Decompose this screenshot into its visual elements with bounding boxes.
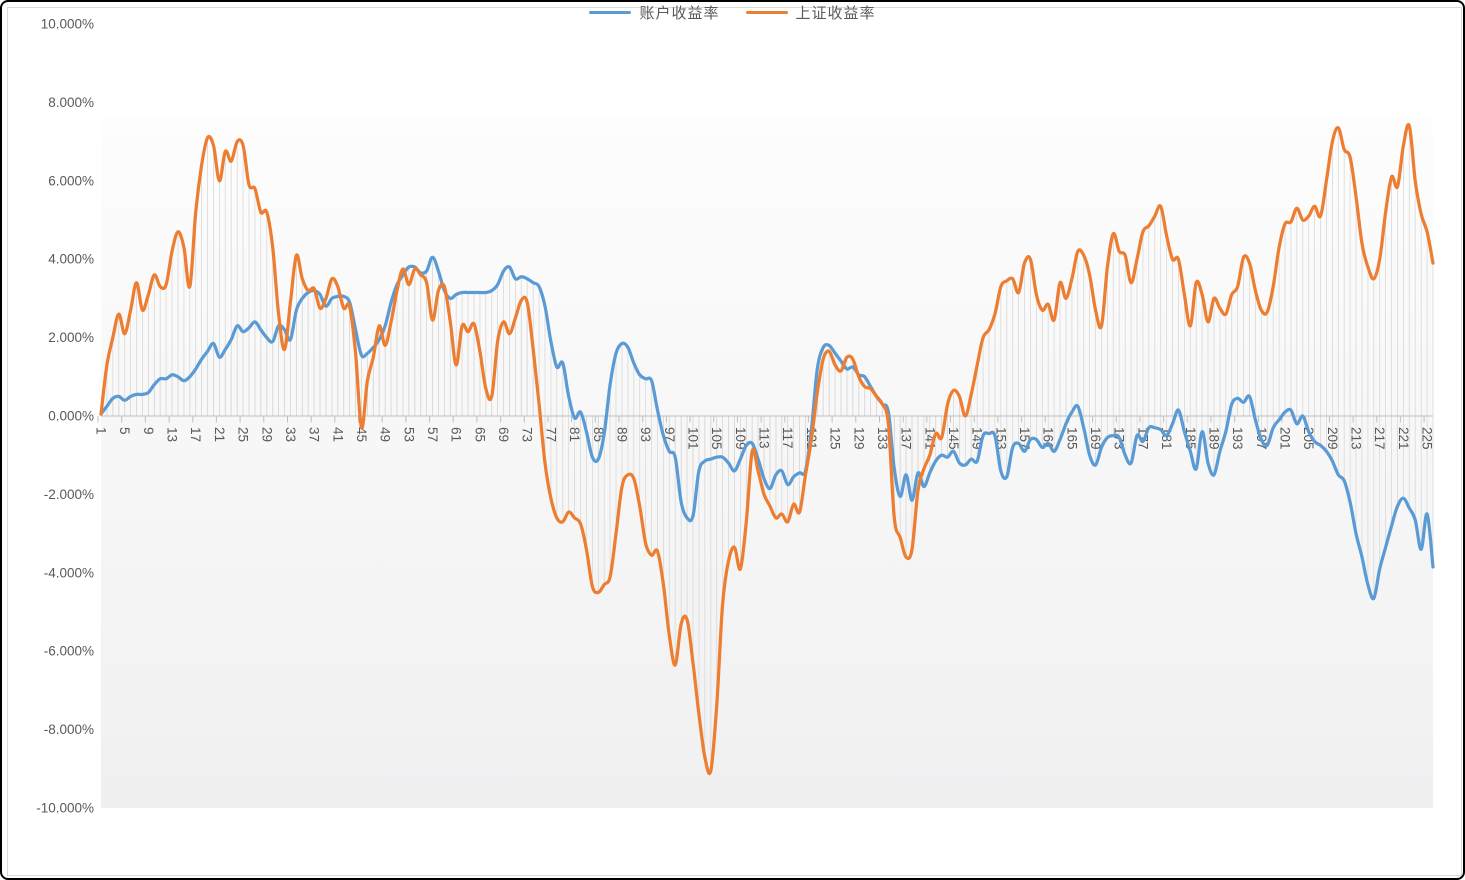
y-axis-label: -10.000% [36, 801, 94, 816]
legend-item-account-return[interactable]: 账户收益率 [589, 2, 719, 23]
x-axis-label: 81 [567, 427, 582, 442]
y-axis-label: 2.000% [48, 330, 94, 345]
x-axis-label: 113 [757, 427, 772, 449]
x-axis-label: 165 [1064, 427, 1079, 450]
legend-label-account-return: 账户收益率 [639, 5, 720, 22]
x-axis-label: 93 [638, 427, 653, 442]
x-axis-label: 117 [780, 427, 795, 449]
x-axis-label: 105 [709, 427, 724, 450]
legend-item-sse-return[interactable]: 上证收益率 [745, 2, 876, 23]
x-axis-label: 1 [94, 427, 109, 435]
x-axis-label: 193 [1230, 427, 1245, 450]
x-axis-label: 57 [425, 427, 440, 442]
legend-line-swatch-blue [589, 10, 632, 15]
series-line-account-return[interactable] [99, 255, 1435, 601]
x-axis-label: 21 [212, 427, 227, 442]
x-axis-label: 61 [449, 427, 464, 442]
chart-legend: 账户收益率 上证收益率 [2, 2, 1463, 23]
x-axis-label: 221 [1396, 427, 1411, 450]
y-axis-label: -2.000% [44, 487, 94, 502]
x-axis-label: 137 [899, 427, 914, 450]
x-axis-label: 37 [307, 427, 322, 442]
x-axis-label: 217 [1372, 427, 1387, 450]
x-axis-label: 77 [543, 427, 558, 442]
x-axis-label: 41 [330, 427, 345, 442]
legend-label-sse-return: 上证收益率 [795, 5, 876, 22]
x-axis-ticks [97, 416, 1425, 423]
x-axis-label: 205 [1301, 427, 1316, 450]
x-axis-label: 145 [946, 427, 961, 450]
x-axis-label: 225 [1420, 427, 1435, 450]
plot-area [101, 117, 1433, 808]
x-axis-label: 65 [472, 427, 487, 442]
x-axis-label: 9 [141, 427, 156, 435]
x-axis-label: 209 [1325, 427, 1340, 450]
y-axis-label: 0.000% [48, 409, 94, 424]
x-axis-label: 213 [1349, 427, 1364, 450]
x-axis-label: 5 [117, 427, 132, 435]
y-axis-label: 6.000% [48, 173, 94, 188]
y-axis-label: 10.000% [41, 17, 94, 32]
x-axis-label: 29 [259, 427, 274, 442]
y-axis-label: 4.000% [48, 252, 94, 267]
legend-line-swatch-orange [745, 10, 788, 15]
x-axis-label: 133 [875, 427, 890, 450]
x-axis-label: 49 [378, 427, 393, 442]
x-axis-label: 129 [851, 427, 866, 450]
series-line-sse-return[interactable] [99, 123, 1435, 776]
x-axis-label: 25 [236, 427, 251, 442]
x-axis-label: 101 [686, 427, 701, 450]
x-axis-label: 109 [733, 427, 748, 450]
x-axis-label: 73 [520, 427, 535, 442]
y-axis-label: -4.000% [44, 565, 94, 580]
x-axis-label: 125 [828, 427, 843, 450]
y-axis-label: 8.000% [48, 95, 94, 110]
x-axis-label: 45 [354, 427, 369, 442]
x-axis-label: 53 [401, 427, 416, 442]
x-axis-label: 89 [615, 427, 630, 442]
chart-area-border [7, 7, 1462, 876]
x-axis-label: 33 [283, 427, 298, 442]
drop-lines [100, 125, 1434, 771]
x-axis-label: 189 [1207, 427, 1222, 450]
x-axis-label: 13 [165, 427, 180, 442]
y-axis-label: -8.000% [44, 722, 94, 737]
x-axis-label: 201 [1278, 427, 1293, 450]
x-axis-label: 17 [188, 427, 203, 442]
x-axis-label: 69 [496, 427, 511, 442]
x-axis-label: 169 [1088, 427, 1103, 450]
y-axis-label: -6.000% [44, 644, 94, 659]
